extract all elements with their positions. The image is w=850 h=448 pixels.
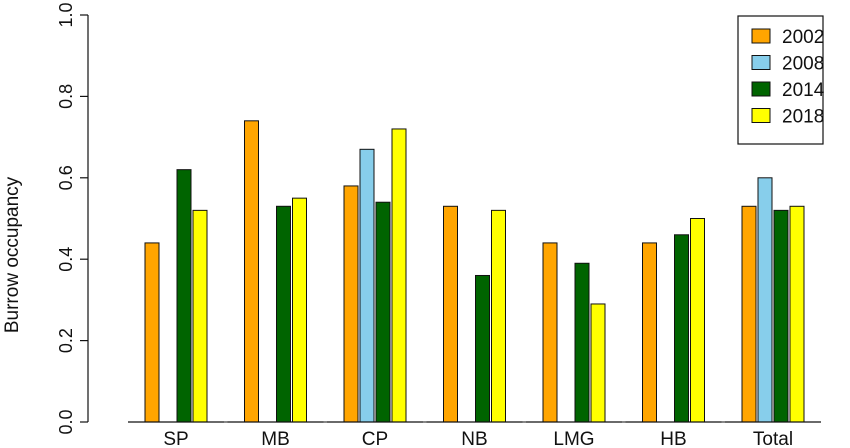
x-tick-label: MB xyxy=(261,429,290,448)
bar xyxy=(475,274,490,423)
y-tick-label: 0.4 xyxy=(56,247,76,272)
legend: 2002 2008 2014 2018 xyxy=(737,15,825,145)
y-tick-label: 1.0 xyxy=(56,2,76,27)
bar xyxy=(192,209,208,423)
bar xyxy=(359,148,375,423)
bar xyxy=(773,209,789,423)
legend-label: 2018 xyxy=(782,107,824,128)
bar xyxy=(789,205,805,423)
x-tick-label: CP xyxy=(362,429,388,448)
bar xyxy=(674,234,689,423)
bar xyxy=(757,177,773,423)
bar xyxy=(542,242,558,423)
y-tick-label: 0.0 xyxy=(56,409,76,434)
bar xyxy=(176,169,192,423)
y-axis-label: Burrow occupancy xyxy=(2,176,23,333)
x-tick-labels: SP MB CP NB LMG HB Total xyxy=(163,429,793,448)
bars xyxy=(144,120,805,423)
legend-swatch xyxy=(751,81,771,97)
bar xyxy=(244,120,259,423)
bar xyxy=(741,205,757,423)
bar xyxy=(292,197,307,423)
bar xyxy=(391,128,407,423)
bar xyxy=(443,205,458,423)
bar xyxy=(590,303,606,423)
y-tick-label: 0.8 xyxy=(56,84,76,109)
bar xyxy=(690,218,705,423)
legend-swatch xyxy=(751,28,771,44)
legend-swatch xyxy=(751,108,771,123)
x-tick-label: HB xyxy=(660,429,686,448)
bar xyxy=(491,209,506,423)
legend-label: 2002 xyxy=(782,27,824,48)
x-tick-label: Total xyxy=(753,429,793,448)
y-axis: 0.0 0.2 0.4 0.6 0.8 1.0 xyxy=(56,2,89,435)
x-tick-label: SP xyxy=(163,429,188,448)
bar xyxy=(343,185,359,423)
bar xyxy=(144,242,160,423)
bar xyxy=(574,262,590,423)
bar xyxy=(276,205,291,423)
bar xyxy=(375,201,391,423)
y-tick-label: 0.6 xyxy=(56,165,76,190)
legend-swatch xyxy=(751,55,771,70)
legend-label: 2008 xyxy=(782,54,824,75)
legend-label: 2014 xyxy=(782,80,825,101)
x-tick-label: NB xyxy=(461,429,487,448)
x-tick-label: LMG xyxy=(553,429,594,448)
y-tick-label: 0.2 xyxy=(56,328,76,353)
bar xyxy=(642,242,657,423)
